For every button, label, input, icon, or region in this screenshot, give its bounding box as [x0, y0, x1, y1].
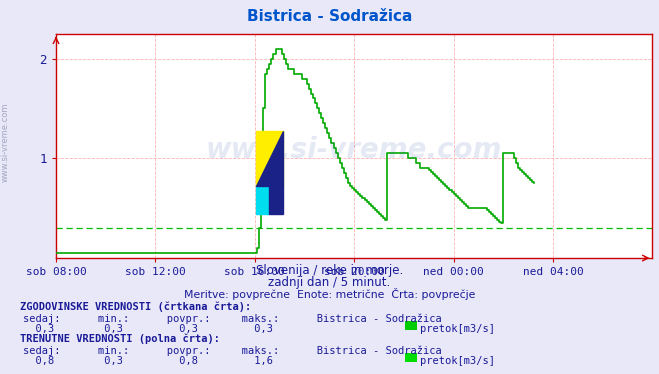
Text: sedaj:      min.:      povpr.:     maks.:      Bistrica - Sodražica: sedaj: min.: povpr.: maks.: Bistrica - S…: [23, 313, 442, 324]
Text: pretok[m3/s]: pretok[m3/s]: [420, 356, 496, 367]
Bar: [270, 186, 283, 214]
Text: TRENUTNE VREDNOSTI (polna črta):: TRENUTNE VREDNOSTI (polna črta):: [20, 334, 219, 344]
Text: Slovenija / reke in morje.: Slovenija / reke in morje.: [256, 264, 403, 277]
Text: 0,8        0,3         0,8         1,6: 0,8 0,3 0,8 1,6: [23, 356, 273, 367]
Text: www.si-vreme.com: www.si-vreme.com: [206, 137, 502, 164]
Text: ZGODOVINSKE VREDNOSTI (črtkana črta):: ZGODOVINSKE VREDNOSTI (črtkana črta):: [20, 301, 251, 312]
Text: 0,3        0,3         0,3         0,3: 0,3 0,3 0,3 0,3: [23, 324, 273, 334]
Text: zadnji dan / 5 minut.: zadnji dan / 5 minut.: [268, 276, 391, 289]
Text: pretok[m3/s]: pretok[m3/s]: [420, 324, 496, 334]
Text: Bistrica - Sodražica: Bistrica - Sodražica: [247, 9, 412, 24]
Text: Meritve: povprečne  Enote: metrične  Črta: povprečje: Meritve: povprečne Enote: metrične Črta:…: [184, 288, 475, 300]
Text: www.si-vreme.com: www.si-vreme.com: [1, 102, 10, 182]
Text: sedaj:      min.:      povpr.:     maks.:      Bistrica - Sodražica: sedaj: min.: povpr.: maks.: Bistrica - S…: [23, 345, 442, 356]
Bar: [256, 131, 283, 186]
Polygon shape: [256, 131, 283, 186]
Bar: [256, 186, 270, 214]
